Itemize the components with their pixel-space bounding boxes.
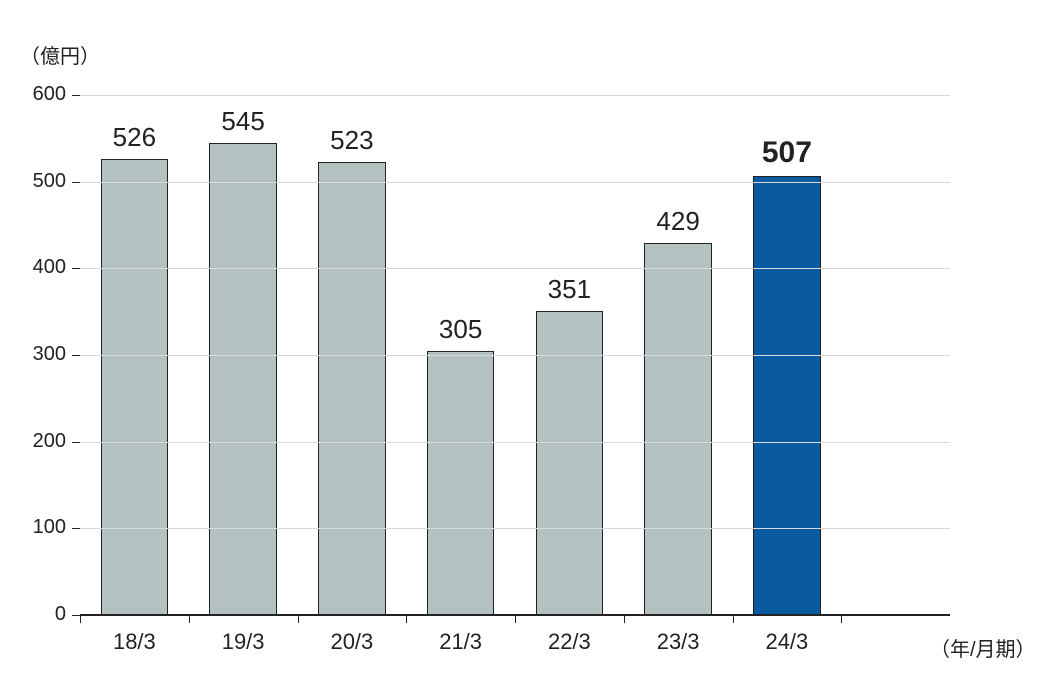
y-tick-mark [72,95,80,96]
y-tick-label: 0 [0,603,66,626]
gridline [80,268,950,269]
bar-value-label: 545 [189,106,298,137]
plot-area: 526545523 305351 429 507 [80,95,950,615]
bar-value-label: 507 [733,136,842,170]
y-tick-mark [72,528,80,529]
y-tick-label: 400 [0,256,66,279]
bar-value-label: 526 [80,122,189,153]
bar-value-label: 305 [406,314,515,345]
x-tick-mark [189,615,190,623]
y-tick-mark [72,182,80,183]
y-tick-mark [72,615,80,616]
y-tick-label: 100 [0,516,66,539]
y-tick-mark [72,268,80,269]
bar-chart: （億円） 526545523 305351 429 507 （年/月期） 0 100 20… [0,0,1059,698]
x-tick-label: 22/3 [515,629,624,655]
bar-value-label: 523 [298,125,407,156]
y-tick-label: 500 [0,170,66,193]
bar [318,162,385,615]
x-tick-mark [733,615,734,623]
x-axis-unit-label: （年/月期） [930,633,1036,662]
x-tick-label: 19/3 [189,629,298,655]
bar-value-label: 351 [515,274,624,305]
x-tick-label: 23/3 [624,629,733,655]
bar-highlight [753,176,820,615]
x-tick-label: 18/3 [80,629,189,655]
gridline [80,95,950,96]
bar [209,143,276,615]
gridline [80,442,950,443]
y-tick-label: 300 [0,343,66,366]
y-axis-unit-label: （億円） [20,40,100,69]
x-tick-mark [80,615,81,623]
x-tick-mark [841,615,842,623]
bar [101,159,168,615]
bar [644,243,711,615]
x-tick-label: 24/3 [733,629,842,655]
gridline [80,355,950,356]
bar [427,351,494,615]
x-tick-mark [406,615,407,623]
bar-value-label: 429 [624,206,733,237]
x-tick-mark [298,615,299,623]
y-tick-mark [72,355,80,356]
x-tick-label: 21/3 [406,629,515,655]
bar [536,311,603,615]
y-tick-label: 200 [0,430,66,453]
x-tick-mark [515,615,516,623]
gridline [80,528,950,529]
gridline [80,182,950,183]
y-tick-label: 600 [0,83,66,106]
x-tick-mark [624,615,625,623]
y-tick-mark [72,442,80,443]
x-tick-label: 20/3 [298,629,407,655]
